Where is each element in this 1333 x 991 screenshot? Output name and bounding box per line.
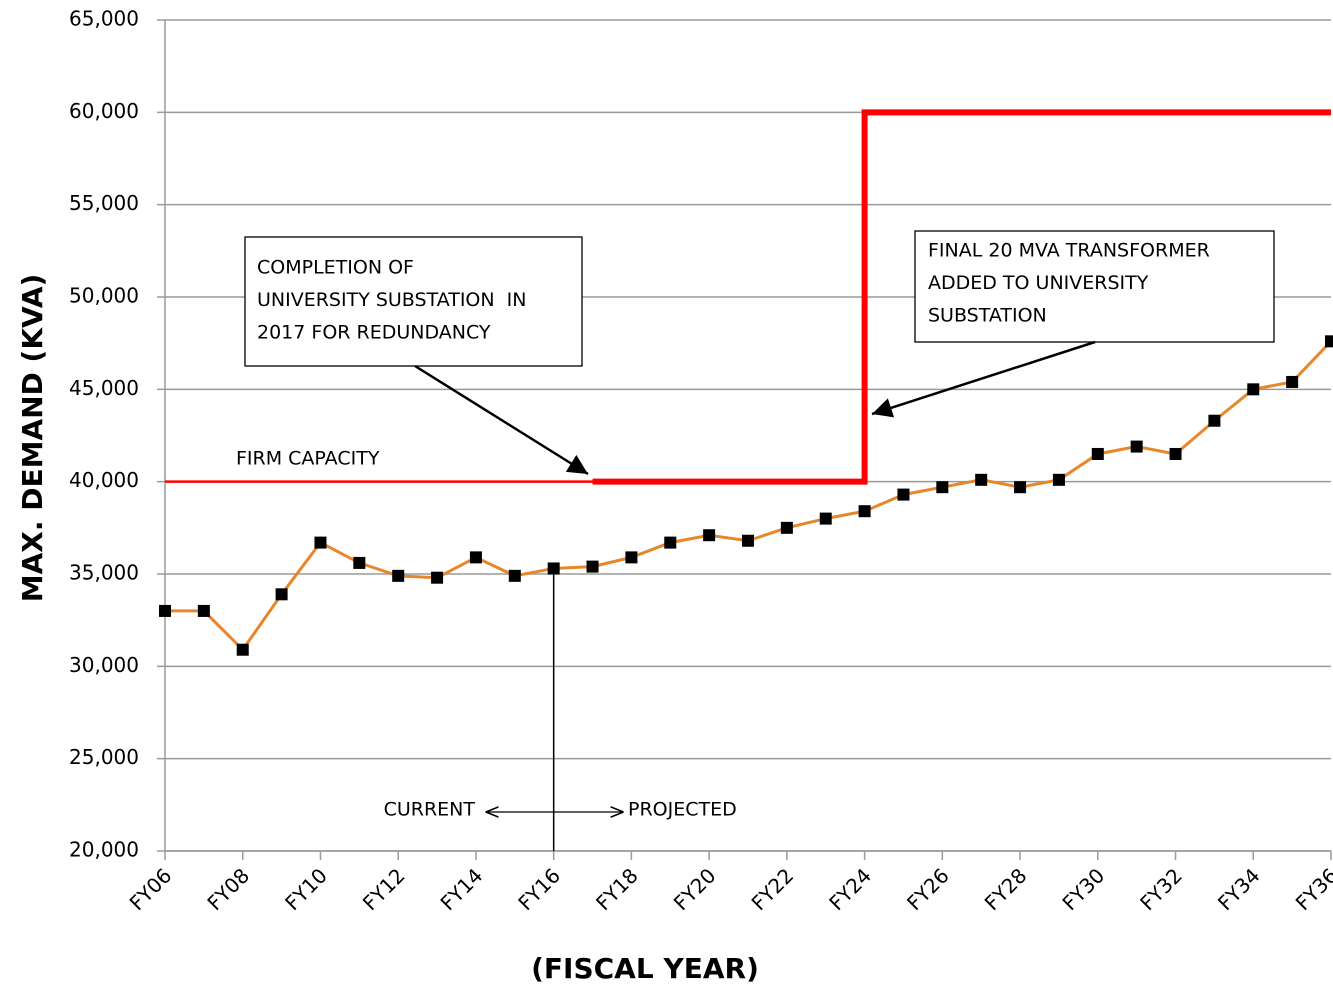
y-tick-label: 55,000 bbox=[69, 191, 139, 215]
data-point bbox=[1052, 473, 1065, 486]
series-label: FIRM CAPACITY bbox=[236, 448, 380, 470]
x-tick-label: FY34 bbox=[1213, 863, 1265, 915]
x-tick-label: FY24 bbox=[824, 863, 876, 915]
x-tick-label: FY20 bbox=[669, 863, 721, 915]
callout-box bbox=[914, 230, 1275, 343]
x-tick-label: FY14 bbox=[436, 863, 488, 915]
data-point bbox=[197, 604, 210, 617]
x-tick-label: FY22 bbox=[747, 863, 799, 915]
data-point bbox=[159, 604, 171, 617]
data-point bbox=[392, 569, 405, 582]
y-tick-label: 45,000 bbox=[69, 376, 139, 400]
x-tick-label: FY28 bbox=[980, 863, 1032, 915]
series-line bbox=[165, 340, 1333, 653]
data-point bbox=[275, 588, 288, 601]
data-point bbox=[819, 512, 832, 525]
data-point bbox=[664, 536, 677, 549]
data-point bbox=[236, 643, 249, 656]
data-point bbox=[703, 529, 716, 542]
data-point bbox=[625, 551, 638, 564]
annotation: UNIVERSITY SUBSTATION IN bbox=[257, 289, 527, 311]
annotation: ADDED TO UNIVERSITY bbox=[928, 272, 1149, 294]
annotation: COMPLETION OF bbox=[257, 257, 414, 279]
data-point bbox=[742, 534, 754, 547]
data-point bbox=[1169, 447, 1182, 460]
data-point bbox=[975, 473, 988, 486]
x-tick-label: FY06 bbox=[125, 863, 177, 915]
data-point bbox=[1208, 414, 1221, 427]
y-tick-label: 25,000 bbox=[69, 745, 139, 769]
data-point bbox=[314, 536, 327, 549]
y-tick-label: 20,000 bbox=[69, 838, 139, 862]
data-point bbox=[508, 569, 521, 582]
data-point bbox=[1247, 383, 1260, 396]
y-tick-label: 60,000 bbox=[69, 99, 139, 123]
data-point bbox=[936, 481, 949, 494]
data-point bbox=[431, 571, 444, 584]
data-point bbox=[1325, 335, 1333, 348]
x-tick-label: FY16 bbox=[513, 863, 565, 915]
data-point bbox=[858, 505, 871, 518]
data-point bbox=[897, 488, 910, 501]
y-tick-label: 30,000 bbox=[69, 653, 139, 677]
y-tick-label: 65,000 bbox=[69, 7, 139, 31]
y-axis-label: MAX. DEMAND (KVA) bbox=[16, 274, 49, 603]
x-tick-label: FY26 bbox=[902, 863, 954, 915]
annotation: 2017 FOR REDUNDANCY bbox=[257, 322, 491, 344]
x-tick-label: FY30 bbox=[1057, 863, 1109, 915]
x-tick-label: FY10 bbox=[280, 863, 332, 915]
data-point bbox=[1286, 375, 1299, 388]
data-point bbox=[547, 562, 560, 575]
x-tick-label: FY18 bbox=[591, 863, 643, 915]
data-point bbox=[353, 556, 366, 569]
callout-arrow bbox=[871, 340, 1096, 418]
callout-box bbox=[244, 236, 583, 367]
data-point bbox=[1130, 440, 1143, 453]
x-tick-label: FY36 bbox=[1291, 863, 1333, 915]
data-point bbox=[469, 551, 482, 564]
x-tick-label: FY32 bbox=[1135, 863, 1187, 915]
y-tick-label: 40,000 bbox=[69, 468, 139, 492]
annotation: CURRENT bbox=[384, 799, 476, 821]
data-point bbox=[780, 521, 793, 534]
data-point bbox=[1014, 481, 1027, 494]
annotation: FINAL 20 MVA TRANSFORMER bbox=[928, 240, 1210, 262]
annotation: PROJECTED bbox=[628, 799, 737, 821]
x-tick-label: FY08 bbox=[202, 863, 254, 915]
x-axis-label: (FISCAL YEAR) bbox=[531, 952, 759, 985]
data-point bbox=[586, 560, 599, 573]
y-tick-label: 50,000 bbox=[69, 284, 139, 308]
annotation: SUBSTATION bbox=[928, 305, 1047, 327]
y-tick-label: 35,000 bbox=[69, 561, 139, 585]
data-point bbox=[1091, 447, 1104, 460]
series-line bbox=[592, 109, 1331, 485]
callout-arrow bbox=[414, 364, 589, 476]
x-tick-label: FY12 bbox=[358, 863, 410, 915]
